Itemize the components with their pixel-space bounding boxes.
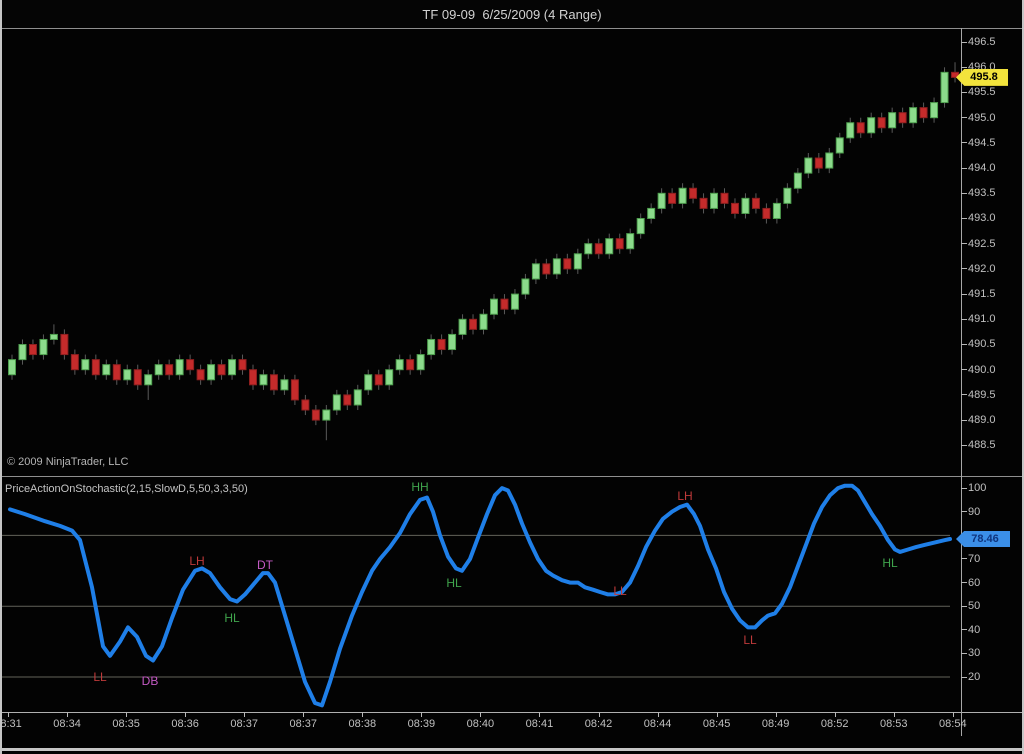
window-border-right (1022, 0, 1024, 754)
price-tick-label: 490.5 (968, 338, 996, 351)
stoch-tick-label: 70 (968, 552, 981, 565)
time-tick-label: 08:40 (466, 718, 495, 730)
swing-label-hl: HL (224, 611, 240, 625)
price-tick-label: 492.0 (968, 262, 996, 275)
swing-label-hl: HL (446, 576, 462, 590)
time-tick-label: 08:45 (702, 718, 731, 730)
price-tick-label: 489.5 (968, 388, 996, 401)
price-tick-label: 491.5 (968, 288, 996, 301)
price-tick-label: 490.0 (968, 363, 996, 376)
price-tick-label: 494.5 (968, 136, 996, 149)
swing-label-lh: LH (677, 489, 692, 503)
swing-label-hh: HH (411, 480, 428, 494)
time-axis-line (0, 712, 1024, 713)
time-tick-label: 08:53 (879, 718, 908, 730)
title-separator (0, 28, 1024, 29)
swing-label-ll: LL (613, 584, 627, 598)
time-tick-label: 08:35 (112, 718, 140, 730)
stoch-tick-label: 40 (968, 623, 981, 636)
swing-label-ll: LL (93, 670, 107, 684)
price-tick-label: 496.5 (968, 36, 996, 49)
stoch-tick-label: 30 (968, 647, 981, 660)
stoch-tick-label: 20 (968, 671, 981, 684)
time-tick-label: 08:42 (584, 718, 613, 730)
price-panel[interactable] (0, 0, 962, 477)
time-tick-label: 08:36 (171, 718, 199, 730)
time-tick-label: 08:31 (0, 718, 22, 730)
time-tick-label: 08:54 (939, 718, 967, 730)
time-tick-label: 08:44 (643, 718, 672, 730)
stoch-tick-label: 50 (968, 600, 981, 613)
title-bar[interactable]: TF 09-09 6/25/2009 (4 Range) (0, 0, 1024, 28)
time-tick-label: 08:39 (407, 718, 436, 730)
swing-label-hl: HL (882, 556, 898, 570)
window-border-left (0, 0, 2, 754)
panel-separator[interactable] (0, 476, 1024, 477)
indicator-value-tag: 78.46 (956, 530, 1010, 547)
price-tick-label: 493.0 (968, 212, 996, 225)
price-tick-label: 488.5 (968, 439, 996, 452)
swing-label-dt: DT (257, 558, 274, 572)
stoch-tick-label: 60 (968, 576, 981, 589)
value-axis-line (961, 28, 962, 736)
price-tick-label: 491.0 (968, 313, 996, 326)
swing-label-lh: LH (189, 554, 204, 568)
last-price-tag: 495.8 (956, 68, 1008, 86)
price-tick-label: 494.0 (968, 162, 996, 175)
price-tick-label: 489.0 (968, 414, 996, 427)
swing-label-db: DB (142, 674, 159, 688)
time-tick-label: 08:37 (230, 718, 258, 730)
price-tick-label: 495.0 (968, 111, 996, 124)
copyright-label: © 2009 NinjaTrader, LLC (7, 456, 129, 468)
swing-label-ll: LL (743, 633, 757, 647)
window-border-bottom (0, 748, 1024, 751)
indicator-value: 78.46 (971, 532, 999, 545)
price-tick-label: 492.5 (968, 237, 996, 250)
stoch-tick-label: 90 (968, 505, 981, 518)
time-tick-label: 08:49 (761, 718, 790, 730)
time-tick-label: 08:38 (348, 718, 377, 730)
price-tick-label: 495.5 (968, 86, 996, 99)
last-price-value: 495.8 (970, 70, 998, 83)
price-tick-label: 493.5 (968, 187, 996, 200)
time-tick-label: 08:41 (525, 718, 554, 730)
stoch-tick-label: 100 (968, 482, 987, 495)
chart-title: TF 09-09 6/25/2009 (4 Range) (422, 6, 602, 22)
time-tick-label: 08:37 (289, 718, 318, 730)
stochastic-panel[interactable]: LL DB LH HL DT HH HL LL LH LL HL (0, 477, 962, 712)
time-tick-label: 08:52 (820, 718, 849, 730)
time-tick-label: 08:34 (53, 718, 81, 730)
indicator-label: PriceActionOnStochastic(2,15,SlowD,5,50,… (5, 483, 248, 495)
